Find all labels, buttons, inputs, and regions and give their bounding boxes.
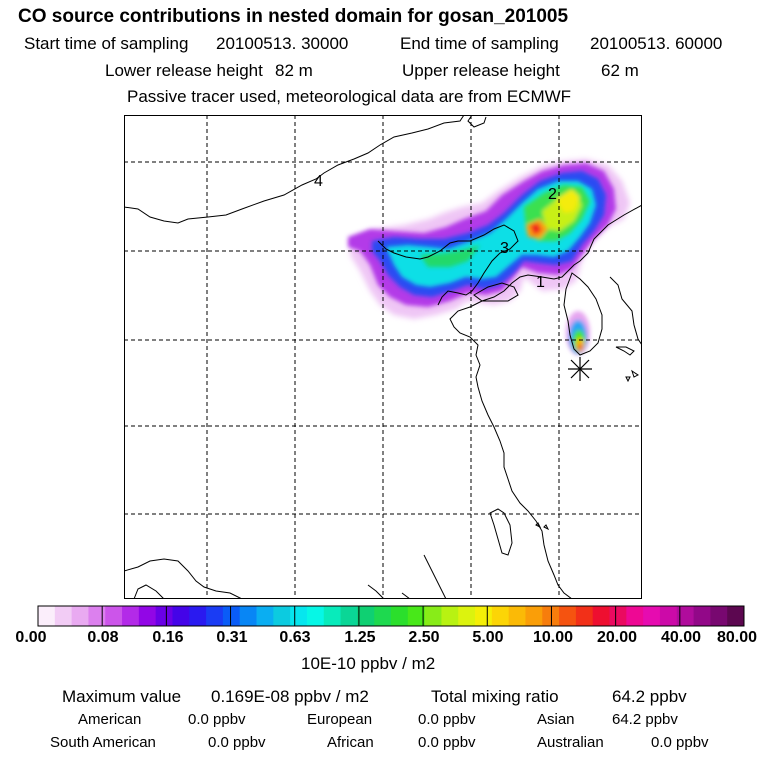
colorbar-tick-label: 1.25 — [344, 629, 376, 646]
end-time-label: End time of sampling — [400, 34, 559, 53]
lower-release-label: Lower release height — [105, 61, 263, 80]
colorbar-swatch — [626, 606, 644, 626]
colorbar-swatch — [239, 606, 257, 626]
colorbar-swatch — [693, 606, 711, 626]
colorbar-swatch — [424, 606, 442, 626]
marker-2: 2 — [548, 186, 557, 203]
colorbar-swatch — [71, 606, 89, 626]
source-name-asian: Asian — [537, 711, 575, 728]
receptor-star-icon — [568, 357, 592, 381]
colorbar-swatch — [306, 606, 325, 626]
colorbar-swatch — [172, 606, 190, 626]
colorbar-tick-label: 20.00 — [596, 629, 638, 646]
colorbar-units: 10E-10 ppbv / m2 — [301, 654, 436, 673]
colorbar-swatch — [575, 606, 594, 626]
source-value-european: 0.0 ppbv — [418, 711, 476, 728]
source-value-american: 0.0 ppbv — [188, 711, 246, 728]
colorbar-tick-label: 0.16 — [152, 629, 184, 646]
colorbar-swatch — [525, 606, 543, 626]
colorbar-swatch — [273, 606, 291, 626]
colorbar-swatch — [105, 606, 123, 626]
source-name-australian: Australian — [537, 734, 604, 751]
lower-release-value: 82 m — [275, 61, 313, 80]
colorbar-swatch — [676, 606, 694, 626]
source-name-south-american: South American — [50, 734, 156, 751]
source-name-european: European — [307, 711, 373, 728]
colorbar-border — [37, 605, 745, 627]
colorbar — [37, 605, 745, 627]
colorbar-swatch — [290, 606, 308, 626]
colorbar-swatch — [391, 606, 409, 626]
colorbar-swatch — [340, 606, 358, 626]
colorbar-swatch — [122, 606, 140, 626]
source-name-american: American — [78, 711, 142, 728]
source-value-african: 0.0 ppbv — [418, 734, 476, 751]
colorbar-swatch — [374, 606, 392, 626]
colorbar-swatch — [323, 606, 341, 626]
marker-1: 1 — [536, 274, 545, 291]
max-value: 0.169E-08 ppbv / m2 — [211, 687, 369, 706]
colorbar-swatch — [407, 606, 426, 626]
source-value-australian: 0.0 ppbv — [651, 734, 709, 751]
source-name-african: African — [327, 734, 374, 751]
colorbar-swatch — [88, 606, 106, 626]
colorbar-swatch — [222, 606, 241, 626]
source-value-asian: 64.2 ppbv — [612, 711, 678, 728]
colorbar-swatch — [609, 606, 627, 626]
colorbar-tick-label: 0.00 — [15, 629, 47, 646]
upper-release-value: 62 m — [601, 61, 639, 80]
colorbar-tick-label: 0.08 — [87, 629, 119, 646]
marker-3: 3 — [500, 240, 509, 257]
source-value-south-american: 0.0 ppbv — [208, 734, 266, 751]
colorbar-swatch — [491, 606, 510, 626]
colorbar-swatch — [559, 606, 577, 626]
total-mixing-value: 64.2 ppbv — [612, 687, 687, 706]
colorbar-tick-label: 40.00 — [660, 629, 702, 646]
colorbar-swatch — [458, 606, 476, 626]
max-value-label: Maximum value — [62, 687, 182, 706]
colorbar-swatch — [54, 606, 73, 626]
colorbar-tick-label: 5.00 — [472, 629, 504, 646]
colorbar-swatch — [138, 606, 157, 626]
colorbar-swatch — [643, 606, 661, 626]
concentration-plume — [348, 159, 630, 355]
source-contribution-map: 1 2 3 4 — [124, 115, 642, 599]
coastlines — [124, 115, 642, 599]
colorbar-swatch — [155, 606, 173, 626]
total-mixing-label: Total mixing ratio — [431, 687, 559, 706]
colorbar-swatch — [189, 606, 207, 626]
colorbar-swatch — [659, 606, 678, 626]
colorbar-swatch — [357, 606, 375, 626]
end-time-value: 20100513. 60000 — [590, 34, 723, 53]
colorbar-swatch — [441, 606, 459, 626]
tracer-note: Passive tracer used, meteorological data… — [127, 87, 572, 106]
colorbar-swatch — [727, 606, 745, 626]
colorbar-swatch — [592, 606, 610, 626]
colorbar-swatch — [508, 606, 526, 626]
colorbar-tick-label: 80.00 — [716, 629, 758, 646]
colorbar-swatch — [256, 606, 274, 626]
start-time-label: Start time of sampling — [24, 34, 189, 53]
start-time-value: 20100513. 30000 — [216, 34, 349, 53]
upper-release-label: Upper release height — [402, 61, 560, 80]
lat-lon-grid — [124, 115, 642, 599]
marker-4: 4 — [314, 173, 323, 190]
colorbar-swatch — [475, 606, 493, 626]
colorbar-swatch — [38, 606, 56, 626]
colorbar-swatch — [542, 606, 560, 626]
colorbar-tick-label: 0.63 — [279, 629, 311, 646]
page-title: CO source contributions in nested domain… — [18, 6, 569, 27]
colorbar-swatch — [710, 606, 728, 626]
colorbar-tick-label: 0.31 — [216, 629, 248, 646]
colorbar-swatch — [206, 606, 224, 626]
colorbar-tick-label: 10.00 — [532, 629, 574, 646]
colorbar-tick-label: 2.50 — [408, 629, 440, 646]
